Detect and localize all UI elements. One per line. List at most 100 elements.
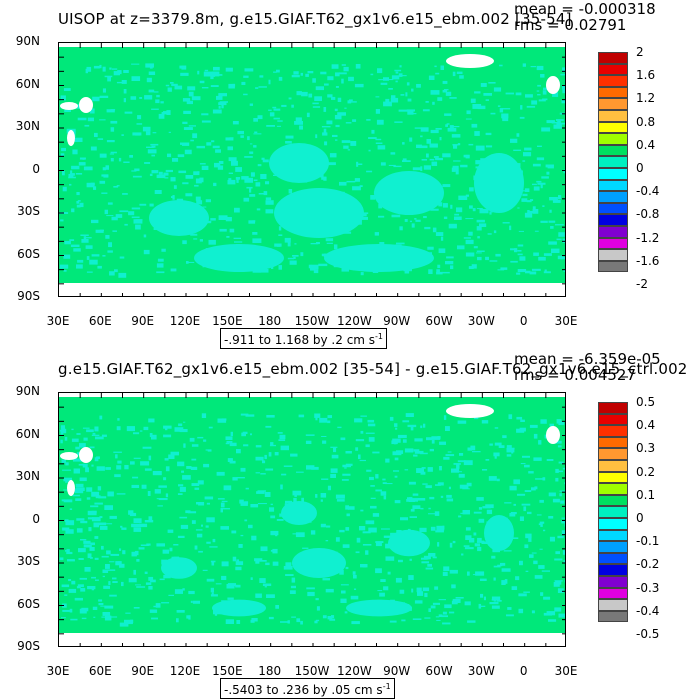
field-speckle — [117, 460, 122, 464]
field-speckle — [232, 477, 238, 481]
field-speckle — [92, 96, 100, 102]
field-speckle — [529, 554, 534, 558]
field-speckle — [235, 167, 242, 172]
colorbar-swatch — [598, 202, 628, 215]
map-panel-top: UISOP at z=3379.8m, g.e15.GIAF.T62_gx1v6… — [16, 0, 659, 349]
field-speckle — [116, 185, 120, 187]
field-speckle — [149, 433, 153, 438]
field-speckle — [329, 618, 336, 621]
field-speckle — [210, 560, 216, 563]
field-speckle — [354, 418, 363, 423]
field-speckle — [345, 527, 350, 531]
field-speckle — [545, 164, 554, 168]
field-speckle — [347, 149, 351, 151]
field-speckle — [234, 241, 243, 243]
field-speckle — [429, 496, 435, 500]
field-speckle — [156, 174, 166, 179]
field-speckle — [253, 118, 258, 122]
field-speckle — [552, 92, 559, 97]
field-speckle — [271, 266, 274, 269]
field-speckle — [206, 502, 210, 505]
field-speckle — [346, 513, 350, 517]
field-speckle — [197, 70, 200, 75]
field-speckle — [529, 271, 537, 275]
field-speckle — [456, 207, 463, 213]
field-speckle — [534, 575, 543, 579]
field-speckle — [562, 85, 565, 90]
field-speckle — [251, 618, 258, 622]
field-speckle — [402, 160, 411, 162]
field-speckle — [188, 91, 194, 97]
field-speckle — [99, 153, 107, 158]
field-blob — [269, 143, 329, 183]
field-speckle — [365, 520, 375, 525]
field-speckle — [312, 102, 319, 105]
field-speckle — [315, 86, 324, 91]
field-speckle — [253, 133, 262, 135]
field-speckle — [148, 455, 152, 461]
field-speckle — [119, 622, 129, 627]
field-speckle — [265, 425, 272, 428]
field-speckle — [240, 534, 244, 537]
field-speckle — [283, 465, 293, 467]
field-speckle — [251, 535, 257, 541]
lon-tick-label: 30W — [467, 664, 495, 678]
field-speckle — [111, 68, 118, 70]
field-speckle — [368, 437, 375, 442]
field-speckle — [536, 514, 542, 516]
field-speckle — [163, 111, 169, 113]
field-speckle — [90, 542, 95, 546]
field-speckle — [180, 142, 183, 145]
field-speckle — [182, 475, 191, 480]
field-speckle — [235, 177, 241, 180]
field-speckle — [83, 166, 93, 171]
field-speckle — [110, 151, 117, 154]
field-speckle — [91, 219, 99, 224]
field-speckle — [206, 541, 211, 544]
field-speckle — [283, 566, 293, 570]
colorbar-swatch — [598, 494, 628, 507]
field-speckle — [255, 560, 260, 564]
field-speckle — [561, 517, 565, 519]
field-speckle — [546, 120, 555, 124]
field-speckle — [221, 561, 229, 567]
field-speckle — [555, 224, 564, 226]
field-speckle — [501, 113, 509, 119]
field-speckle — [515, 576, 520, 581]
field-speckle — [422, 587, 430, 592]
field-speckle — [548, 492, 556, 497]
colorbar-label: 1.2 — [636, 91, 656, 106]
field-speckle — [161, 248, 166, 252]
field-speckle — [540, 220, 548, 223]
field-speckle — [78, 558, 84, 560]
field-speckle — [124, 223, 128, 226]
field-speckle — [502, 435, 507, 439]
field-speckle — [554, 440, 562, 444]
field-speckle — [436, 271, 443, 275]
field-speckle — [312, 78, 316, 83]
field-speckle — [315, 494, 318, 498]
field-speckle — [479, 605, 486, 607]
field-speckle — [522, 455, 530, 458]
field-speckle — [121, 581, 124, 587]
masked-region — [79, 97, 93, 113]
colorbar-swatch — [598, 144, 628, 157]
field-speckle — [227, 458, 233, 462]
field-speckle — [66, 551, 73, 555]
field-speckle — [60, 219, 64, 222]
lon-tick-label: 90E — [131, 664, 155, 678]
field-speckle — [526, 200, 532, 203]
field-speckle — [339, 529, 345, 533]
field-speckle — [99, 64, 102, 69]
field-speckle — [154, 489, 161, 494]
field-speckle — [333, 447, 337, 453]
field-speckle — [291, 577, 296, 583]
field-speckle — [453, 160, 461, 162]
field-speckle — [398, 109, 408, 112]
colorbar-swatch — [598, 541, 628, 553]
field-speckle — [476, 497, 484, 501]
field-speckle — [393, 165, 402, 168]
field-speckle — [234, 207, 240, 213]
field-speckle — [541, 176, 549, 179]
lon-tick-label: 30E — [554, 664, 578, 678]
